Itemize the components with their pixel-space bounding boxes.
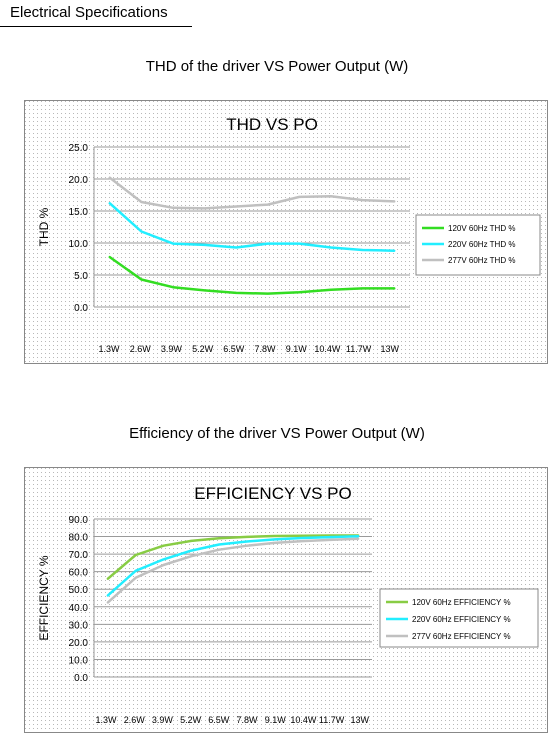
legend-label-2: 220V 60Hz THD %: [448, 240, 515, 249]
x-tick-label: 1.3W: [98, 344, 120, 354]
legend-label-1: 120V 60Hz EFFICIENCY %: [412, 598, 511, 607]
y-tick-label: 30.0: [69, 620, 89, 631]
series-line-2: [106, 534, 360, 597]
legend: 120V 60Hz EFFICIENCY % 220V 60Hz EFFICIEN…: [379, 588, 539, 648]
chart-title: THD VS PO: [226, 115, 318, 134]
legend-label-3: 277V 60Hz EFFICIENCY %: [412, 632, 511, 641]
section-underline: [0, 26, 192, 27]
x-tick-label: 3.9W: [161, 344, 183, 354]
y-tick-label: 80.0: [69, 533, 89, 544]
x-tick-label: 7.8W: [236, 715, 258, 725]
y-tick-label: 70.0: [69, 550, 89, 561]
chart-title: EFFICIENCY VS PO: [194, 484, 351, 503]
y-axis-label: THD %: [37, 207, 51, 246]
y-tick-label: 10.0: [69, 655, 89, 666]
y-tick-label: 20.0: [69, 175, 89, 186]
x-tick-label: 2.6W: [130, 344, 152, 354]
series-line-3: [106, 537, 360, 604]
x-tick-label: 10.4W: [290, 715, 317, 725]
y-tick-label: 60.0: [69, 568, 89, 579]
legend: 120V 60Hz THD % 220V 60Hz THD % 277V 60Hz …: [415, 214, 541, 276]
y-tick-label: 10.0: [69, 239, 89, 250]
thd-figure-caption: THD of the driver VS Power Output (W): [145, 58, 409, 75]
y-tick-label: 0.0: [74, 673, 88, 684]
x-tick-label: 11.7W: [346, 344, 372, 354]
x-tick-label: 10.4W: [314, 344, 341, 354]
thd-chart: THD VS PO 0.0 5.0 10.0 15.0 20.0 25.0 THD % 1.3W…: [24, 100, 548, 364]
y-tick-label: 25.0: [69, 143, 89, 154]
efficiency-figure-caption: Efficiency of the driver VS Power Output…: [129, 425, 425, 442]
plot-area: [94, 147, 410, 307]
x-tick-label: 6.5W: [223, 344, 245, 354]
plot-area: [94, 519, 372, 677]
x-tick-label: 5.2W: [180, 715, 202, 725]
x-tick-label: 6.5W: [208, 715, 230, 725]
legend-label-1: 120V 60Hz THD %: [448, 224, 515, 233]
x-tick-label: 9.1W: [265, 715, 287, 725]
y-tick-label: 50.0: [69, 585, 89, 596]
x-tick-label: 13W: [351, 715, 370, 725]
series-line-1: [108, 255, 396, 295]
y-tick-label: 20.0: [69, 638, 89, 649]
x-tick-label: 9.1W: [286, 344, 308, 354]
legend-label-3: 277V 60Hz THD %: [448, 256, 515, 265]
x-tick-label: 7.8W: [254, 344, 276, 354]
efficiency-chart: EFFICIENCY VS PO 0.0 10.0 20.0 30.0 40.0 50.0 6…: [24, 467, 548, 733]
series-line-1: [106, 534, 360, 580]
y-tick-label: 0.0: [74, 303, 88, 314]
y-axis-label: EFFICIENCY %: [37, 555, 51, 640]
y-tick-label: 40.0: [69, 603, 89, 614]
y-tick-label: 90.0: [69, 515, 89, 526]
x-tick-label: 11.7W: [319, 715, 345, 725]
x-tick-label: 5.2W: [192, 344, 214, 354]
x-tick-label: 1.3W: [95, 715, 117, 725]
section-title: Electrical Specifications: [10, 4, 168, 21]
x-tick-label: 3.9W: [152, 715, 174, 725]
x-tick-label: 2.6W: [124, 715, 146, 725]
y-tick-label: 5.0: [74, 271, 88, 282]
series-line-2: [108, 202, 396, 252]
x-tick-label: 13W: [381, 344, 400, 354]
legend-label-2: 220V 60Hz EFFICIENCY %: [412, 615, 511, 624]
y-tick-label: 15.0: [69, 207, 89, 218]
series-line-3: [108, 176, 396, 210]
